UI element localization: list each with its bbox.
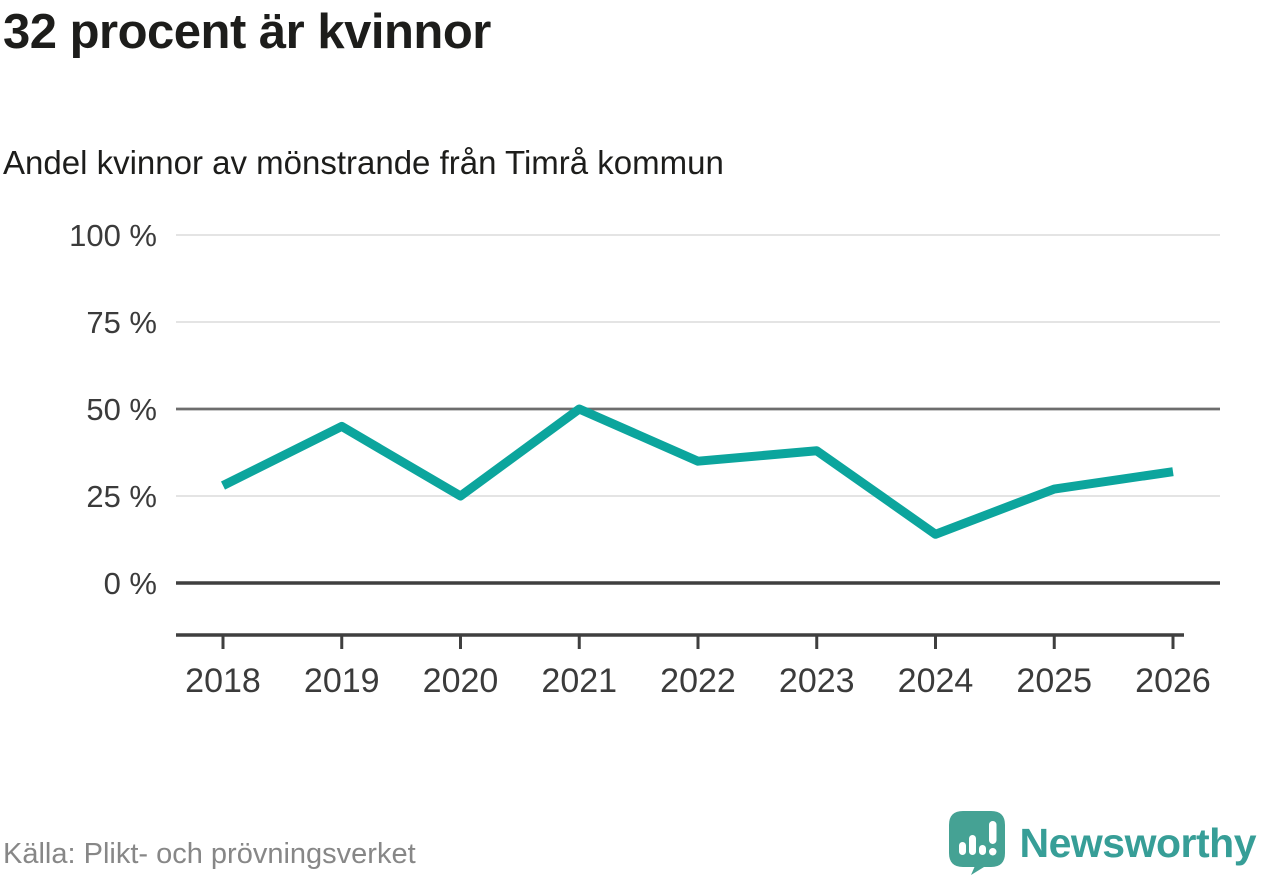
brand-logo: Newsworthy <box>948 810 1257 876</box>
x-axis-tick-label-2018: 2018 <box>185 662 261 700</box>
x-axis-tick-label-2021: 2021 <box>541 662 617 700</box>
y-axis-tick-label-50: 50 % <box>86 392 157 427</box>
y-axis-tick-label-0: 0 % <box>104 566 157 601</box>
y-axis-tick-label-75: 75 % <box>86 305 157 340</box>
x-axis-tick-label-2024: 2024 <box>898 662 974 700</box>
newsworthy-logo-icon <box>948 811 1005 875</box>
x-axis-tick-label-2025: 2025 <box>1016 662 1092 700</box>
page-title: 32 procent är kvinnor <box>3 5 491 59</box>
x-axis-tick-label-2023: 2023 <box>779 662 855 700</box>
x-axis-tick-label-2020: 2020 <box>423 662 499 700</box>
y-axis-tick-label-100: 100 % <box>69 218 157 253</box>
chart-subtitle: Andel kvinnor av mönstrande från Timrå k… <box>3 144 724 181</box>
y-axis-tick-label-25: 25 % <box>86 479 157 514</box>
x-axis-tick-label-2022: 2022 <box>660 662 736 700</box>
x-axis-tick-label-2019: 2019 <box>304 662 380 700</box>
data-series-line <box>220 404 1174 539</box>
x-axis-tick-label-2026: 2026 <box>1135 662 1211 700</box>
brand-wordmark: Newsworthy <box>1019 819 1257 866</box>
line-chart: 100 % 75 % 50 % 25 % 0 % 2018 2019 2020 2021 2022… <box>69 218 1220 700</box>
source-label: Källa: Plikt- och prövningsverket <box>3 838 416 870</box>
